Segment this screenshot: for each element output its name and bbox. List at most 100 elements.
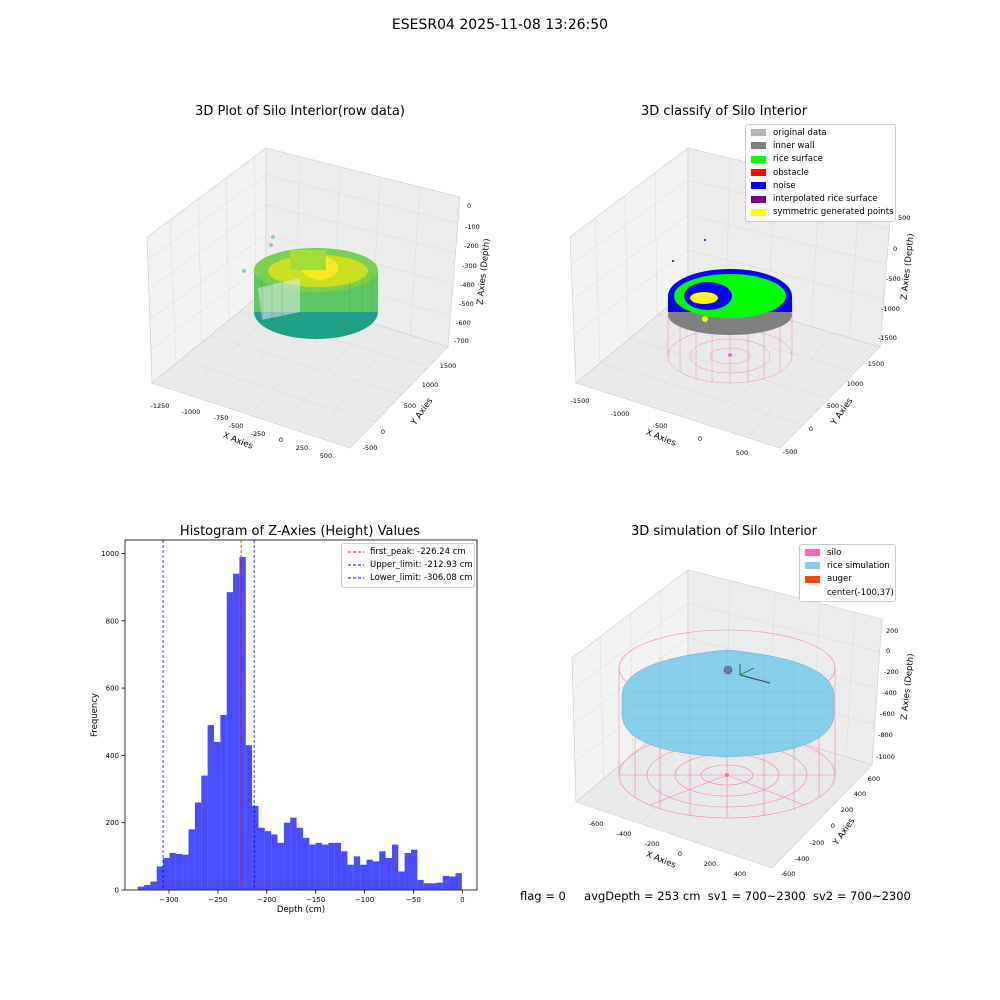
histogram-bar bbox=[315, 842, 323, 890]
legend-label: Lower_limit: -306.08 cm bbox=[370, 573, 473, 584]
histogram-bar bbox=[150, 881, 157, 890]
histogram-bar bbox=[423, 883, 431, 890]
histogram-y-tick-label: 800 bbox=[106, 617, 119, 625]
panel2-x-label: X Axies bbox=[644, 428, 677, 449]
panel1-x-tick: -750 bbox=[214, 414, 229, 422]
histogram-bar bbox=[322, 844, 329, 890]
histogram-legend: first_peak: -226.24 cm Upper_limit: -212… bbox=[341, 543, 475, 588]
panel1-floor-pane bbox=[151, 289, 449, 449]
panel2-legend: original data inner wall rice surface ob… bbox=[745, 124, 896, 223]
legend-item: Upper_limit: -212.93 cm bbox=[342, 558, 474, 571]
status-avg-depth: avgDepth = 253 cm bbox=[584, 889, 701, 903]
histogram-bar bbox=[182, 854, 189, 890]
histogram-x-ticks: −300 −250 −200 −150 −100 −50 0 bbox=[159, 890, 465, 904]
figure-title: ESESR04 2025-11-08 13:26:50 bbox=[391, 17, 609, 33]
legend-item: first_peak: -226.24 cm bbox=[342, 545, 474, 558]
panel4-y-tick: 200 bbox=[841, 806, 853, 814]
histogram-y-label: Frequency bbox=[90, 693, 100, 737]
panel2-y-tick: 500 bbox=[827, 402, 839, 410]
legend-item: noise bbox=[746, 179, 895, 192]
legend-item: original data bbox=[746, 126, 895, 139]
legend-item: inner wall bbox=[746, 139, 895, 152]
status-flag: flag = 0 bbox=[520, 889, 566, 903]
histogram-y-tick-label: 0 bbox=[115, 887, 119, 895]
histogram-bar bbox=[169, 852, 176, 890]
histogram-reference-lines bbox=[162, 540, 255, 890]
panel4-y-tick: -400 bbox=[795, 855, 810, 863]
panel4-z-tick: 200 bbox=[886, 627, 898, 635]
panel1-x-tick: -1000 bbox=[182, 408, 201, 416]
histogram-bar bbox=[271, 834, 278, 890]
histogram-x-tick-label: −100 bbox=[355, 896, 374, 904]
histogram-bar bbox=[194, 802, 202, 890]
histogram-bars bbox=[137, 556, 462, 890]
panel2-z-label: Z Axies (Depth) bbox=[900, 233, 917, 300]
histogram-bar bbox=[207, 725, 214, 890]
panel2-x-tick: 500 bbox=[736, 449, 748, 457]
histogram-bar bbox=[144, 884, 151, 890]
legend-item: interpolated rice surface bbox=[746, 192, 895, 205]
panel4-z-tick: -200 bbox=[884, 668, 899, 676]
status-sv2: sv2 = 700~2300 bbox=[812, 889, 911, 903]
histogram-bar bbox=[226, 592, 234, 890]
histogram-bar bbox=[385, 858, 392, 890]
panel1-x-tick: 0 bbox=[279, 436, 283, 444]
panel1-y-label: Y Axies bbox=[409, 396, 436, 428]
histogram-bar bbox=[233, 573, 240, 890]
legend-swatch bbox=[805, 549, 820, 557]
panel2-z-tick: 500 bbox=[898, 214, 910, 222]
legend-line-blue bbox=[348, 564, 364, 566]
histogram-bar bbox=[175, 853, 183, 890]
panel1-grid bbox=[146, 156, 459, 434]
histogram-bar bbox=[220, 715, 227, 890]
histogram-bar bbox=[277, 842, 284, 890]
legend-label: inner wall bbox=[773, 140, 815, 151]
panel2-classified-points bbox=[667, 239, 793, 384]
histogram-bar bbox=[455, 873, 462, 890]
histogram-bar bbox=[398, 871, 405, 890]
histogram-bar bbox=[156, 866, 164, 890]
histogram-x-tick-label: −150 bbox=[306, 896, 325, 904]
histogram-x-label: Depth (cm) bbox=[277, 905, 325, 915]
panel1-z-tick: -700 bbox=[454, 337, 469, 345]
panel1-y-tick: -500 bbox=[363, 444, 378, 452]
histogram-bar bbox=[341, 851, 348, 890]
panel2-floor-pane bbox=[575, 289, 881, 449]
panel4-title: 3D simulation of Silo Interior bbox=[631, 524, 817, 539]
legend-label: interpolated rice surface bbox=[773, 194, 878, 205]
panel1-z-tick: -200 bbox=[464, 242, 479, 250]
histogram-bar bbox=[411, 849, 418, 890]
panel1-x-tick: -500 bbox=[229, 422, 244, 430]
histogram-bar bbox=[442, 875, 450, 890]
histogram-bar bbox=[391, 844, 399, 890]
panel2-z-tick: -500 bbox=[886, 275, 901, 283]
panel1-x-tick: 500 bbox=[320, 452, 332, 460]
legend-item: rice simulation bbox=[800, 559, 895, 572]
panel4-y-tick: 0 bbox=[831, 822, 835, 830]
legend-label: Upper_limit: -212.93 cm bbox=[370, 559, 473, 570]
panel3-title: Histogram of Z-Axies (Height) Values bbox=[179, 524, 421, 539]
histogram-x-tick-label: −250 bbox=[208, 896, 227, 904]
legend-item: Lower_limit: -306.08 cm bbox=[342, 572, 474, 585]
legend-label: silo bbox=[827, 547, 842, 558]
histogram-bar bbox=[379, 851, 386, 890]
panel4-legend: silo rice simulation auger center(-100,3… bbox=[799, 544, 896, 603]
histogram-bar bbox=[290, 817, 297, 890]
legend-label: symmetric generated points bbox=[773, 207, 894, 218]
histogram-bar bbox=[430, 883, 437, 890]
panel1-y-tick: 0 bbox=[381, 428, 385, 436]
panel1-y-tick: 500 bbox=[404, 402, 416, 410]
panel1-z-tick: -600 bbox=[456, 319, 471, 327]
panel1-point-cloud bbox=[242, 235, 378, 339]
histogram-bar bbox=[213, 741, 221, 890]
histogram-bar bbox=[239, 556, 246, 890]
panel4-x-tick: -200 bbox=[645, 840, 660, 848]
panel1-x-tick: -1250 bbox=[151, 402, 170, 410]
panel4-y-tick: 400 bbox=[854, 790, 866, 798]
legend-label: auger bbox=[827, 574, 852, 585]
histogram-x-tick-label: −300 bbox=[159, 896, 178, 904]
histogram-x-tick-label: −200 bbox=[257, 896, 276, 904]
legend-label: rice surface bbox=[773, 154, 823, 165]
panel4-z-label: Z Axies (Depth) bbox=[900, 653, 917, 720]
histogram-x-tick-label: −50 bbox=[406, 896, 421, 904]
